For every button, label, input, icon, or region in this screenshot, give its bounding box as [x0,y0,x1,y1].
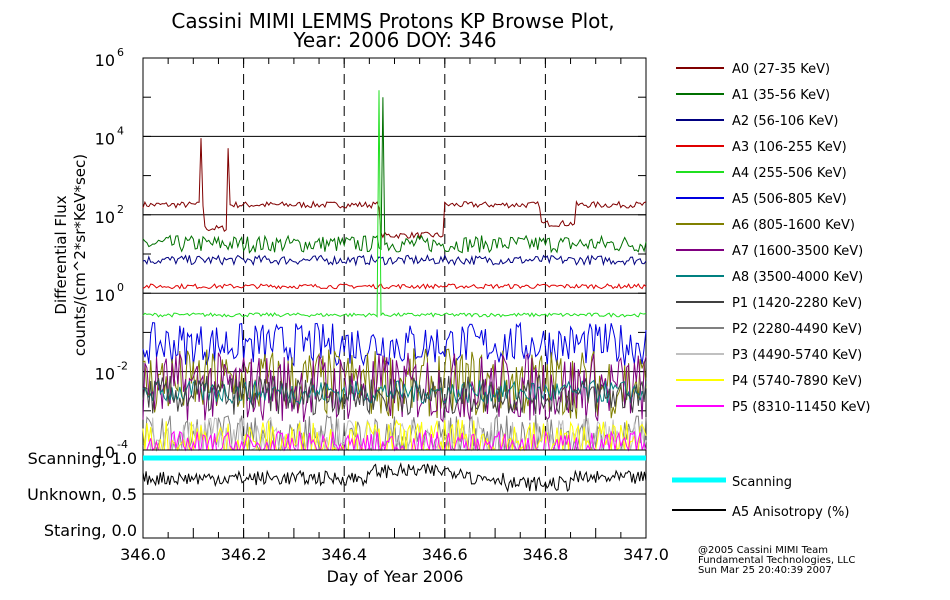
y-tick-exponent: 2 [117,203,124,216]
series-line-5 [142,321,647,367]
legend-label: P1 (1420-2280 KeV) [732,296,862,311]
y-tick-label: 10 [95,443,115,462]
legend-anisotropy: Scanning A5 Anisotropy (%) [672,475,849,520]
y-tick-exponent: -4 [117,438,128,451]
legend-label: A5 (506-805 KeV) [732,192,847,207]
y-tick-exponent: 4 [117,124,124,137]
legend-label: A5 Anisotropy (%) [732,505,849,520]
series-line-6 [142,348,647,419]
x-tick-label: 346.2 [221,545,267,564]
x-tick-label: 346.8 [522,545,568,564]
credit-line3: Sun Mar 25 20:40:39 2007 [698,565,832,576]
legend-label: P3 (4490-5740 KeV) [732,348,862,363]
series-line-1 [142,97,647,254]
x-axis-label: Day of Year 2006 [327,567,464,586]
legend-label: A8 (3500-4000 KeV) [732,270,863,285]
legend-label: A2 (56-106 KeV) [732,114,838,129]
legend-label: A6 (805-1600 KeV) [732,218,855,233]
y-tick-exponent: 6 [117,46,124,59]
y-tick-label: 10 [95,286,115,305]
anisotropy-panel: Scanning, 1.0 Unknown, 0.5 Staring, 0.0 34… [27,449,669,564]
series-line-anisotropy [142,461,647,493]
y-tick-label-state: Staring, 0.0 [44,521,137,540]
series-line-0 [142,138,647,240]
legend-label: Scanning [732,475,792,490]
credit-line2: Fundamental Technologies, LLC [698,555,856,566]
legend-label: P2 (2280-4490 KeV) [732,322,862,337]
x-tick-label: 346.4 [321,545,367,564]
legend-label: A1 (35-56 KeV) [732,88,830,103]
legend-label: A0 (27-35 KeV) [732,62,830,77]
y-axis-label-line2: counts/(cm^2*sr*KeV*sec) [71,154,89,356]
series-line-4 [142,90,647,318]
y-tick-label: 10 [95,365,115,384]
y-tick-label: 10 [95,51,115,70]
y-tick-label-state: Unknown, 0.5 [27,485,137,504]
y-axis-label-line1: Differential Flux [52,195,70,314]
legend-label: P4 (5740-7890 KeV) [732,374,862,389]
legend-flux: A0 (27-35 KeV) A1 (35-56 KeV) A2 (56-106 K… [676,62,870,415]
y-tick-label-state: Scanning, 1.0 [28,449,137,468]
series-line-2 [142,253,647,267]
y-tick-exponent: -2 [117,360,128,373]
credit-line1: @2005 Cassini MIMI Team [698,545,828,556]
legend-label: A4 (255-506 KeV) [732,166,847,181]
credits: @2005 Cassini MIMI Team Fundamental Tech… [698,546,855,576]
series-line-3 [142,283,647,290]
x-tick-label: 346.0 [120,545,166,564]
chart-title-line2: Year: 2006 DOY: 346 [292,28,496,52]
y-tick-label: 10 [95,208,115,227]
legend-label: A7 (1600-3500 KeV) [732,244,863,259]
series-line-9 [142,374,647,416]
x-tick-label: 347.0 [623,545,669,564]
x-tick-label: 346.6 [422,545,468,564]
chart-title-line1: Cassini MIMI LEMMS Protons KP Browse Plo… [171,9,614,33]
y-tick-label: 10 [95,129,115,148]
legend-label: P5 (8310-11450 KeV) [732,400,870,415]
y-tick-exponent: 0 [117,281,124,294]
series-line-7 [142,352,647,423]
series-line-8 [142,379,647,406]
legend-label: A3 (106-255 KeV) [732,140,847,155]
